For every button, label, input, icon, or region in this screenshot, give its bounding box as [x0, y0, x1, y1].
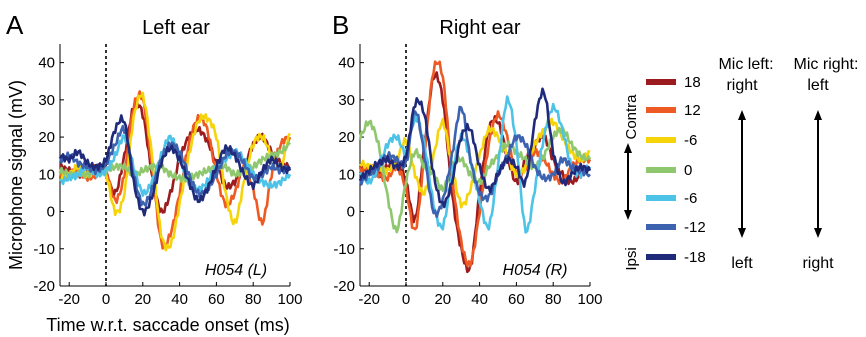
panel-a-annotation: H054 (L) — [205, 262, 267, 279]
legend-value: -12 — [684, 219, 706, 236]
contra-label: Contra — [623, 94, 640, 140]
y-tick-label: 40 — [38, 55, 55, 72]
mic-left-header-1: Mic left: — [718, 56, 773, 73]
y-tick-label: 20 — [338, 129, 355, 146]
x-tick-label: 60 — [508, 291, 525, 308]
panel-a-letter: A — [6, 10, 24, 40]
x-tick-label: 60 — [208, 291, 225, 308]
y-tick-label: 10 — [338, 166, 355, 183]
x-tick-label: -20 — [358, 291, 380, 308]
legend-value: -18 — [684, 249, 706, 266]
mic-right-header-2: left — [807, 77, 829, 94]
y-tick-label: -10 — [33, 241, 55, 258]
y-tick-label: 20 — [38, 129, 55, 146]
x-tick-label: 80 — [545, 291, 562, 308]
y-tick-label: 10 — [38, 166, 55, 183]
ipsi-contra-arrow-head-down — [624, 210, 632, 220]
ipsi-label: Ipsi — [623, 247, 640, 270]
y-tick-label: 40 — [338, 55, 355, 72]
mic-right-header-1: Mic right: — [794, 56, 859, 73]
mic-left-header-2: right — [726, 77, 758, 94]
y-tick-label: 0 — [47, 204, 55, 221]
x-tick-label: 20 — [434, 291, 451, 308]
legend: Contra Ipsi Mic left: right left Mic rig… — [623, 56, 858, 272]
x-tick-label: 100 — [277, 291, 302, 308]
panel-a-title: Left ear — [142, 17, 210, 39]
y-tick-label: 30 — [38, 92, 55, 109]
y-tick-label: -20 — [33, 278, 55, 295]
panel-b-letter: B — [332, 10, 349, 40]
panel-b-title: Right ear — [439, 17, 520, 39]
legend-value: -6 — [684, 190, 697, 207]
series-line--18 — [59, 114, 292, 217]
mic-right-arrow-head-down — [814, 228, 822, 238]
x-axis-label: Time w.r.t. saccade onset (ms) — [46, 315, 289, 335]
mic-left-arrow-head-down — [738, 228, 746, 238]
y-tick-label: -10 — [333, 241, 355, 258]
x-tick-label: -20 — [58, 291, 80, 308]
y-tick-label: -20 — [333, 278, 355, 295]
legend-value: 12 — [684, 102, 701, 119]
panel-b-plot: -20 -10 0 10 20 30 40 -20 0 20 40 60 80 100 — [333, 44, 603, 308]
x-tick-label: 40 — [171, 291, 188, 308]
x-tick-label: 40 — [471, 291, 488, 308]
mic-left-bottom: left — [731, 255, 753, 272]
series-line--18 — [358, 87, 592, 209]
y-tick-label: 30 — [338, 92, 355, 109]
legend-value: 18 — [684, 74, 701, 91]
legend-value: -6 — [684, 132, 697, 149]
mic-right-bottom: right — [802, 255, 834, 272]
x-tick-label: 100 — [577, 291, 602, 308]
mic-left-arrow-head-up — [738, 110, 746, 120]
x-tick-label: 80 — [245, 291, 262, 308]
x-tick-label: 0 — [402, 291, 410, 308]
x-tick-label: 0 — [102, 291, 110, 308]
panel-a-plot: -20 -10 0 10 20 30 40 -20 0 20 40 60 80 100 — [33, 44, 303, 308]
y-axis-label: Microphone signal (mV) — [6, 80, 26, 270]
mic-right-arrow-head-up — [814, 110, 822, 120]
legend-value: 0 — [684, 162, 692, 179]
x-tick-label: 20 — [134, 291, 151, 308]
series-line--12 — [358, 105, 591, 219]
y-tick-label: 0 — [347, 204, 355, 221]
ipsi-contra-arrow-head-up — [624, 143, 632, 153]
panel-b-annotation: H054 (R) — [503, 262, 568, 279]
